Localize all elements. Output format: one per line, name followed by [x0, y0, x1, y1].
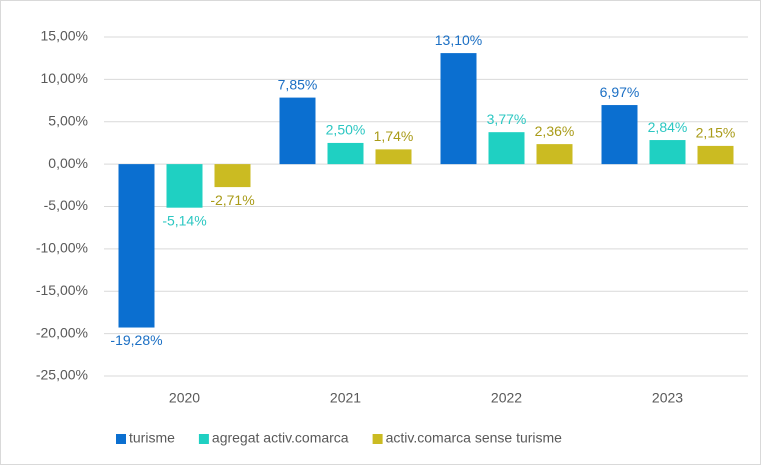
data-label: 2,15% [696, 125, 736, 141]
data-label: 6,97% [600, 84, 640, 100]
bar [279, 97, 316, 165]
bar [118, 164, 155, 328]
y-tick-label: 10,00% [41, 70, 88, 86]
x-tick-label: 2023 [652, 390, 683, 406]
y-tick-label: -15,00% [36, 282, 88, 298]
bar [649, 140, 686, 165]
x-tick-label: 2022 [491, 390, 522, 406]
bar [488, 132, 525, 165]
x-tick-label: 2020 [169, 390, 200, 406]
y-tick-label: -5,00% [44, 197, 88, 213]
bar [697, 145, 734, 165]
y-tick-label: 15,00% [41, 28, 88, 44]
legend-swatch [372, 434, 383, 444]
data-label: 2,36% [535, 123, 575, 139]
bar [327, 142, 364, 165]
legend-label: activ.comarca sense turisme [386, 430, 563, 446]
data-label: 2,50% [326, 122, 366, 138]
data-label: -2,71% [210, 192, 254, 208]
legend-swatch [116, 434, 126, 444]
data-label: 13,10% [435, 32, 482, 48]
data-label: 2,84% [648, 119, 688, 135]
data-label: 1,74% [374, 128, 414, 144]
y-tick-label: 5,00% [48, 112, 88, 128]
legend-label: turisme [129, 430, 175, 446]
bar [375, 149, 412, 165]
y-tick-label: 0,00% [48, 155, 88, 171]
y-tick-label: -25,00% [36, 367, 88, 383]
data-label: 7,85% [278, 76, 318, 92]
bar [166, 164, 203, 208]
y-tick-label: -10,00% [36, 240, 88, 256]
data-label: 3,77% [487, 111, 527, 127]
bar [601, 105, 638, 165]
x-tick-label: 2021 [330, 390, 361, 406]
data-label: -5,14% [162, 212, 206, 228]
bar [214, 164, 251, 188]
legend-swatch [198, 434, 209, 444]
y-tick-label: -20,00% [36, 324, 88, 340]
legend-label: agregat activ.comarca [212, 430, 349, 446]
bar [536, 144, 573, 165]
bar [440, 53, 477, 165]
data-label: -19,28% [110, 332, 162, 348]
